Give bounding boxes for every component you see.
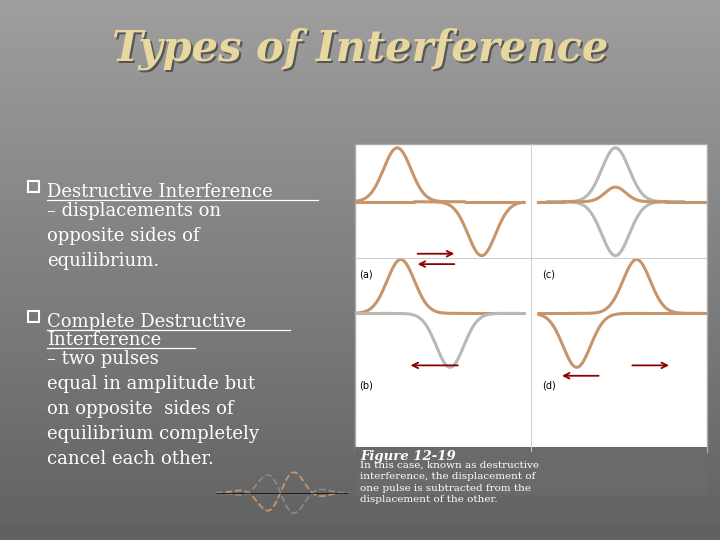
Text: – two pulses
equal in amplitude but
on opposite  sides of
equilibrium completely: – two pulses equal in amplitude but on o…	[47, 350, 259, 468]
Text: Destructive Interference: Destructive Interference	[47, 183, 273, 201]
Text: Complete Destructive: Complete Destructive	[47, 313, 246, 331]
Bar	[28, 181, 39, 192]
Text: (d): (d)	[542, 381, 556, 391]
Text: Types of Interference: Types of Interference	[114, 30, 610, 72]
Text: Figure 12-19: Figure 12-19	[360, 450, 456, 463]
Text: – displacements on
opposite sides of
equilibrium.: – displacements on opposite sides of equ…	[47, 202, 221, 270]
Bar	[355, 447, 707, 495]
Text: (c): (c)	[542, 269, 555, 279]
Bar	[355, 144, 707, 452]
Text: Interference: Interference	[47, 331, 161, 349]
Text: Types of Interference: Types of Interference	[112, 27, 608, 70]
Text: (b): (b)	[359, 381, 373, 391]
Text: In this case, known as destructive
interference, the displacement of
one pulse i: In this case, known as destructive inter…	[360, 461, 539, 504]
Bar	[28, 311, 39, 322]
Text: (a): (a)	[359, 269, 373, 279]
